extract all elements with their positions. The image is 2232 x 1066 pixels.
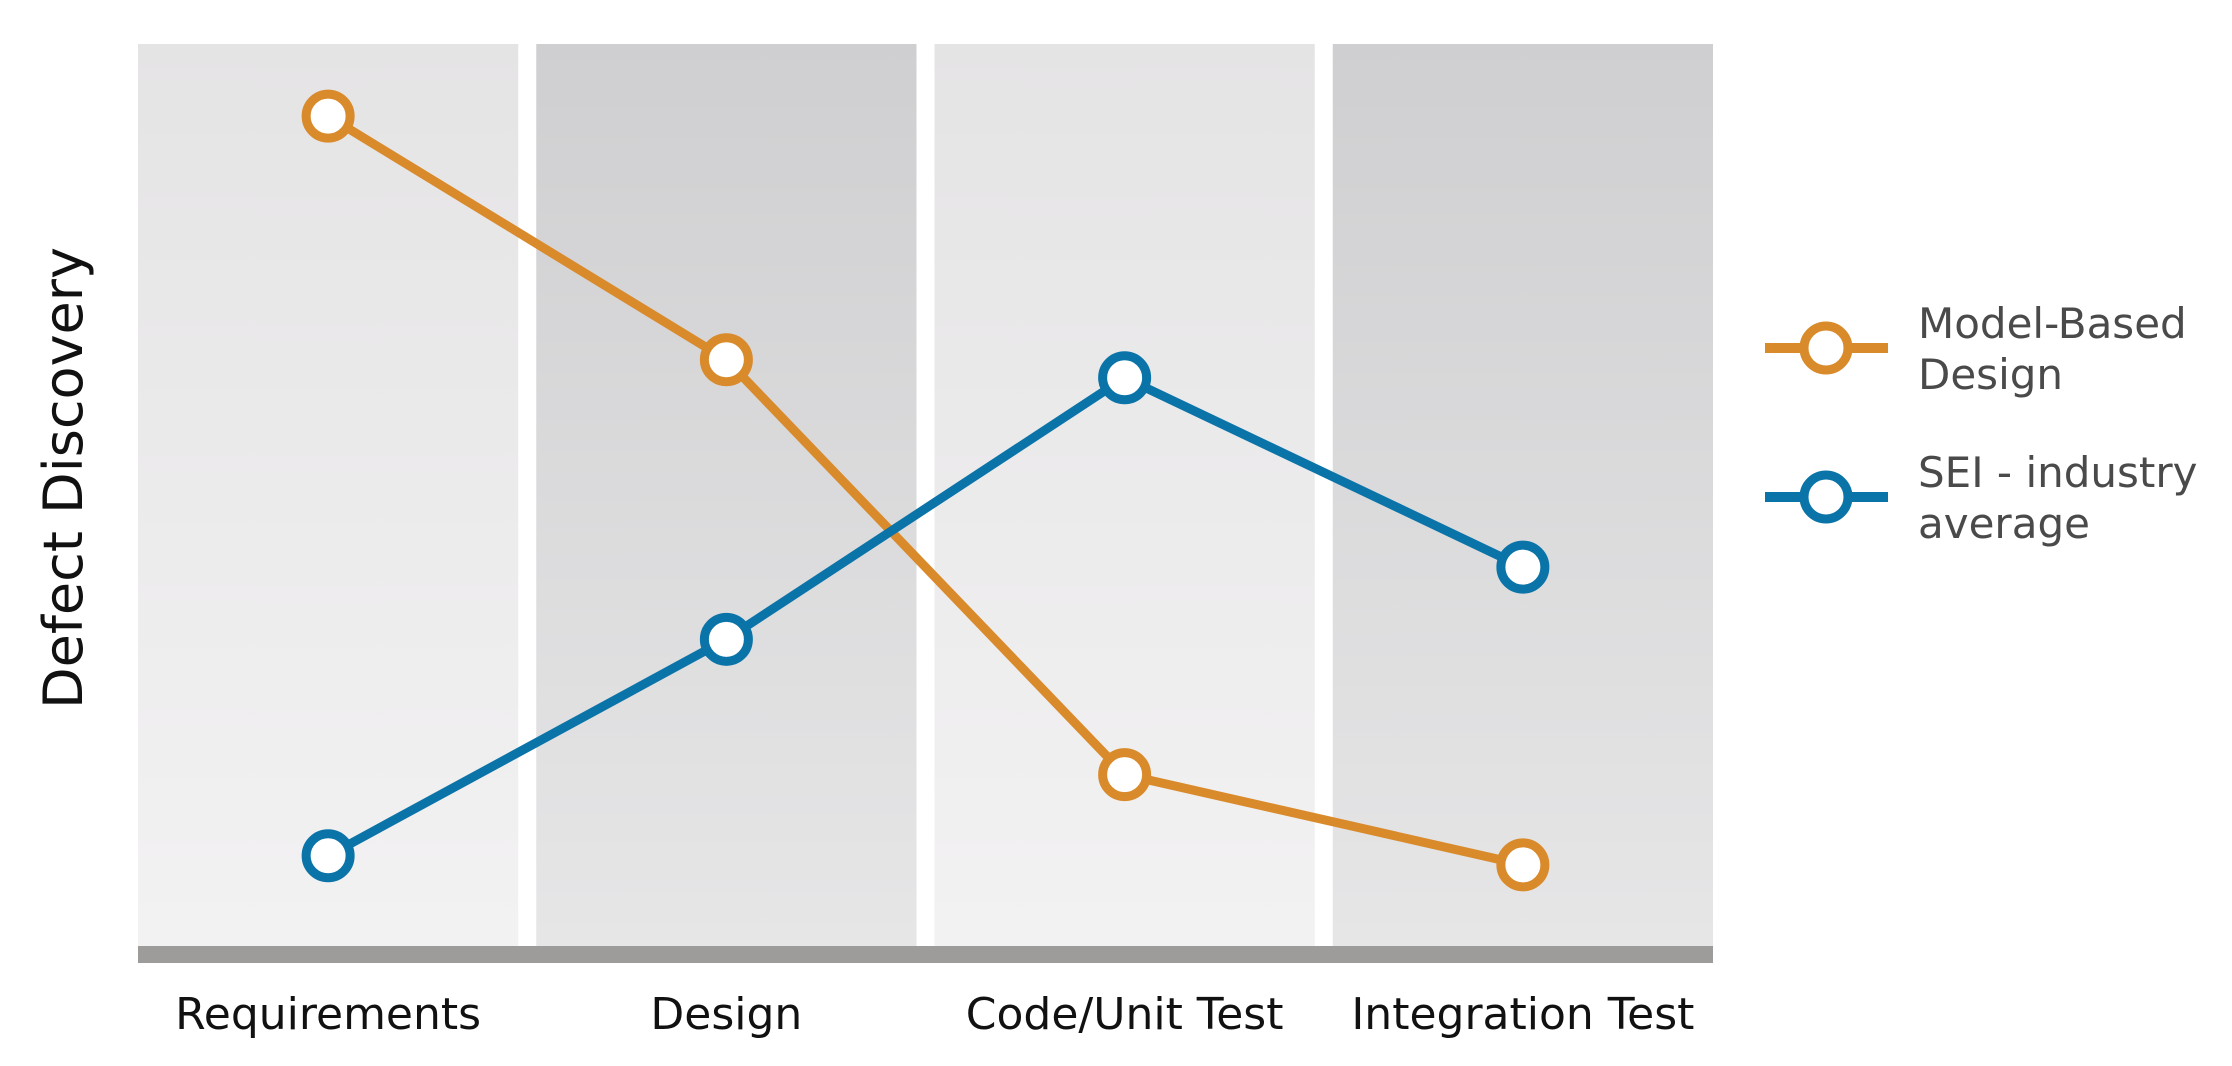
series-group [301,351,1550,883]
x-tick-labels: Requirements Design Code/Unit Test Integrat… [175,989,1694,1040]
category-band [934,44,1315,946]
data-point [699,612,753,666]
x-tick-label: Code/Unit Test [966,989,1284,1040]
x-tick-label: Design [650,989,802,1040]
series-group [301,89,1550,892]
legend-marker [1799,470,1853,524]
data-point [1496,540,1550,594]
legend-label: SEI - industry [1918,448,2197,497]
x-tick-label: Requirements [175,989,481,1040]
legend-marker [1799,321,1853,375]
data-point [1098,748,1152,802]
data-point [1496,838,1550,892]
category-band [138,44,519,946]
category-bands [138,44,1713,946]
x-axis-baseline-layer [138,946,1713,963]
legend-label: Model-Based [1918,299,2187,348]
data-point [699,333,753,387]
x-tick-label: Integration Test [1351,989,1694,1040]
data-point [1098,351,1152,405]
series-layer [301,89,1550,892]
data-point [301,829,355,883]
legend-label: average [1918,499,2090,548]
category-band [1332,44,1713,946]
x-axis-baseline [138,946,1713,963]
legend-label: Design [1918,350,2063,399]
data-point [301,89,355,143]
series-line [325,112,1524,870]
series-line [325,373,1525,860]
y-axis-title: Defect Discovery [32,247,95,709]
